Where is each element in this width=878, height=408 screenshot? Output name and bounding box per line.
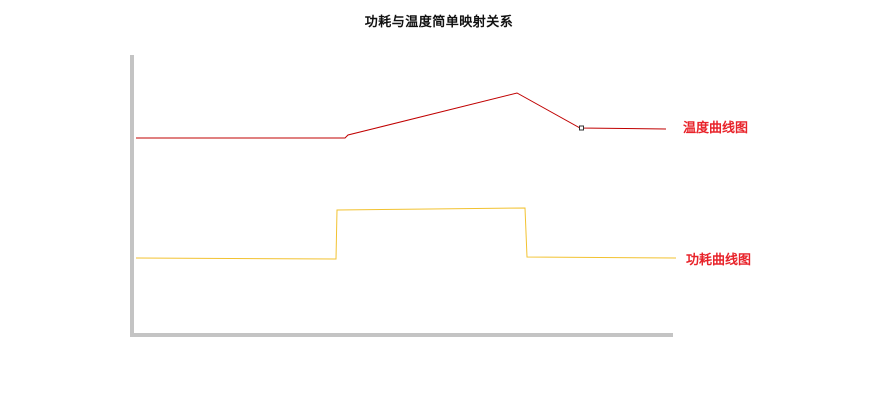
power-curve-label: 功耗曲线图 <box>686 253 752 268</box>
temperature-curve-label: 温度曲线图 <box>683 121 749 136</box>
power-curve <box>135 207 677 260</box>
temperature-curve <box>136 92 667 139</box>
diagram-title: 功耗与温度简单映射关系 <box>364 15 514 30</box>
temperature-curve-point-marker <box>579 125 584 131</box>
